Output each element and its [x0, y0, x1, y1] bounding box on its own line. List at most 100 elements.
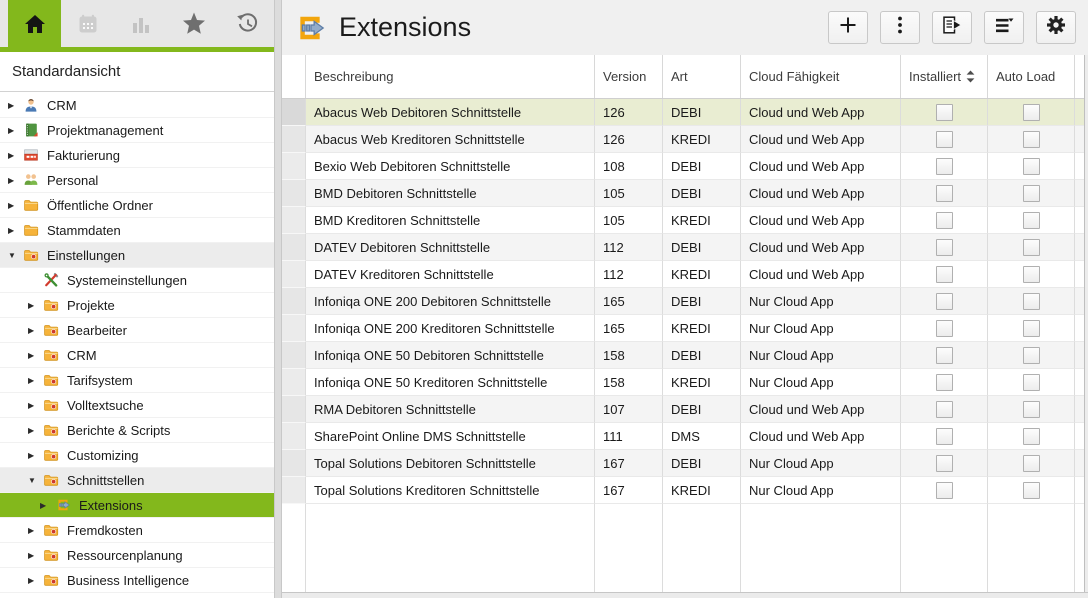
- sidebar-item-crm[interactable]: ▶ CRM: [0, 343, 274, 368]
- column-header-selector[interactable]: [282, 55, 306, 98]
- table-row[interactable]: BMD Debitoren Schnittstelle 105 DEBI Cloud …: [282, 180, 1088, 207]
- installiert-checkbox[interactable]: [935, 319, 953, 337]
- table-row[interactable]: Infoniqa ONE 50 Debitoren Schnittstelle 1…: [282, 342, 1088, 369]
- table-row[interactable]: RMA Debitoren Schnittstelle 107 DEBI Cloud …: [282, 396, 1088, 423]
- sidebar-item-tarifsystem[interactable]: ▶ Tarifsystem: [0, 368, 274, 393]
- expand-arrow-icon[interactable]: ▶: [28, 325, 35, 335]
- installiert-checkbox[interactable]: [935, 427, 953, 445]
- installiert-checkbox[interactable]: [935, 157, 953, 175]
- autoload-checkbox[interactable]: [1022, 454, 1040, 472]
- tab-calendar[interactable]: [61, 0, 114, 47]
- report-button[interactable]: [932, 11, 972, 44]
- sidebar-item-personal[interactable]: ▶ Personal: [0, 168, 274, 193]
- installiert-checkbox[interactable]: [935, 373, 953, 391]
- sidebar-item-crm[interactable]: ▶ CRM: [0, 93, 274, 118]
- autoload-checkbox[interactable]: [1022, 238, 1040, 256]
- add-button[interactable]: [828, 11, 868, 44]
- installiert-checkbox[interactable]: [935, 346, 953, 364]
- autoload-checkbox[interactable]: [1022, 373, 1040, 391]
- table-row[interactable]: Bexio Web Debitoren Schnittstelle 108 DEBI…: [282, 153, 1088, 180]
- expand-arrow-icon[interactable]: ▶: [40, 500, 47, 510]
- row-selector-cell[interactable]: [282, 261, 306, 288]
- autoload-checkbox[interactable]: [1022, 400, 1040, 418]
- table-row[interactable]: Topal Solutions Debitoren Schnittstelle 1…: [282, 450, 1088, 477]
- tab-home[interactable]: [8, 0, 61, 47]
- installiert-checkbox[interactable]: [935, 265, 953, 283]
- column-header-autoload[interactable]: Auto Load: [988, 55, 1075, 98]
- column-header-installiert[interactable]: Installiert: [901, 55, 988, 98]
- installiert-checkbox[interactable]: [935, 130, 953, 148]
- installiert-checkbox[interactable]: [935, 481, 953, 499]
- column-header-cloud[interactable]: Cloud Fähigkeit: [741, 55, 901, 98]
- expand-arrow-icon[interactable]: ▶: [8, 175, 15, 185]
- expand-arrow-icon[interactable]: ▶: [28, 550, 35, 560]
- expand-arrow-icon[interactable]: ▶: [28, 425, 35, 435]
- row-selector-cell[interactable]: [282, 234, 306, 261]
- row-selector-cell[interactable]: [282, 396, 306, 423]
- installiert-checkbox[interactable]: [935, 292, 953, 310]
- expand-arrow-icon[interactable]: ▶: [8, 150, 15, 160]
- expand-arrow-icon[interactable]: ▶: [28, 450, 35, 460]
- expand-arrow-icon[interactable]: ▶: [28, 350, 35, 360]
- autoload-checkbox[interactable]: [1022, 103, 1040, 121]
- autoload-checkbox[interactable]: [1022, 319, 1040, 337]
- vertical-scrollbar-track[interactable]: [1084, 55, 1088, 592]
- sidebar-item-berichte-scripts[interactable]: ▶ Berichte & Scripts: [0, 418, 274, 443]
- expand-arrow-icon[interactable]: ▶: [28, 400, 35, 410]
- tab-star[interactable]: [167, 0, 220, 47]
- tab-history[interactable]: [220, 0, 273, 47]
- table-row[interactable]: BMD Kreditoren Schnittstelle 105 KREDI Clou…: [282, 207, 1088, 234]
- column-header-version[interactable]: Version: [595, 55, 663, 98]
- sort-indicator-icon[interactable]: [966, 70, 975, 83]
- table-row[interactable]: Abacus Web Debitoren Schnittstelle 126 DEB…: [282, 99, 1088, 126]
- row-selector-cell[interactable]: [282, 477, 306, 504]
- table-row[interactable]: Infoniqa ONE 200 Debitoren Schnittstelle…: [282, 288, 1088, 315]
- sidebar-item-projektmanagement[interactable]: ▶ Projektmanagement: [0, 118, 274, 143]
- column-header-art[interactable]: Art: [663, 55, 741, 98]
- autoload-checkbox[interactable]: [1022, 427, 1040, 445]
- sidebar-item-schnittstellen[interactable]: ▼ Schnittstellen: [0, 468, 274, 493]
- table-row[interactable]: DATEV Debitoren Schnittstelle 112 DEBI Clou…: [282, 234, 1088, 261]
- row-selector-cell[interactable]: [282, 369, 306, 396]
- more-button[interactable]: [880, 11, 920, 44]
- table-row[interactable]: Abacus Web Kreditoren Schnittstelle 126 KR…: [282, 126, 1088, 153]
- collapse-arrow-icon[interactable]: ▼: [8, 250, 16, 260]
- autoload-checkbox[interactable]: [1022, 292, 1040, 310]
- expand-arrow-icon[interactable]: ▶: [28, 375, 35, 385]
- sidebar-item-fakturierung[interactable]: ▶ Fakturierung: [0, 143, 274, 168]
- row-selector-cell[interactable]: [282, 342, 306, 369]
- tab-bar-chart[interactable]: [114, 0, 167, 47]
- sidebar-item-volltextsuche[interactable]: ▶ Volltextsuche: [0, 393, 274, 418]
- expand-arrow-icon[interactable]: ▶: [28, 525, 35, 535]
- installiert-checkbox[interactable]: [935, 184, 953, 202]
- table-row[interactable]: Topal Solutions Kreditoren Schnittstelle…: [282, 477, 1088, 504]
- expand-arrow-icon[interactable]: ▶: [28, 300, 35, 310]
- horizontal-scrollbar-track[interactable]: [282, 592, 1088, 598]
- sidebar-item-projekte[interactable]: ▶ Projekte: [0, 293, 274, 318]
- sidebar-item-business-intelligence[interactable]: ▶ Business Intelligence: [0, 568, 274, 593]
- row-selector-cell[interactable]: [282, 207, 306, 234]
- expand-arrow-icon[interactable]: ▶: [8, 100, 15, 110]
- autoload-checkbox[interactable]: [1022, 346, 1040, 364]
- row-selector-cell[interactable]: [282, 450, 306, 477]
- expand-arrow-icon[interactable]: ▶: [8, 225, 15, 235]
- sidebar-item-stammdaten[interactable]: ▶ Stammdaten: [0, 218, 274, 243]
- row-selector-cell[interactable]: [282, 99, 306, 126]
- autoload-checkbox[interactable]: [1022, 184, 1040, 202]
- table-row[interactable]: DATEV Kreditoren Schnittstelle 112 KREDI Cl…: [282, 261, 1088, 288]
- sidebar-splitter[interactable]: [274, 0, 282, 598]
- sidebar-item-bearbeiter[interactable]: ▶ Bearbeiter: [0, 318, 274, 343]
- sidebar-item-ressourcenplanung[interactable]: ▶ Ressourcenplanung: [0, 543, 274, 568]
- autoload-checkbox[interactable]: [1022, 130, 1040, 148]
- autoload-checkbox[interactable]: [1022, 265, 1040, 283]
- sidebar-item-fremdkosten[interactable]: ▶ Fremdkosten: [0, 518, 274, 543]
- table-row[interactable]: Infoniqa ONE 50 Kreditoren Schnittstelle…: [282, 369, 1088, 396]
- settings-button[interactable]: [1036, 11, 1076, 44]
- sidebar-item-extensions[interactable]: ▶ Extensions: [0, 493, 274, 518]
- collapse-arrow-icon[interactable]: ▼: [28, 475, 36, 485]
- sidebar-item-systemeinstellungen[interactable]: Systemeinstellungen: [0, 268, 274, 293]
- installiert-checkbox[interactable]: [935, 238, 953, 256]
- installiert-checkbox[interactable]: [935, 211, 953, 229]
- expand-arrow-icon[interactable]: ▶: [28, 575, 35, 585]
- expand-arrow-icon[interactable]: ▶: [8, 200, 15, 210]
